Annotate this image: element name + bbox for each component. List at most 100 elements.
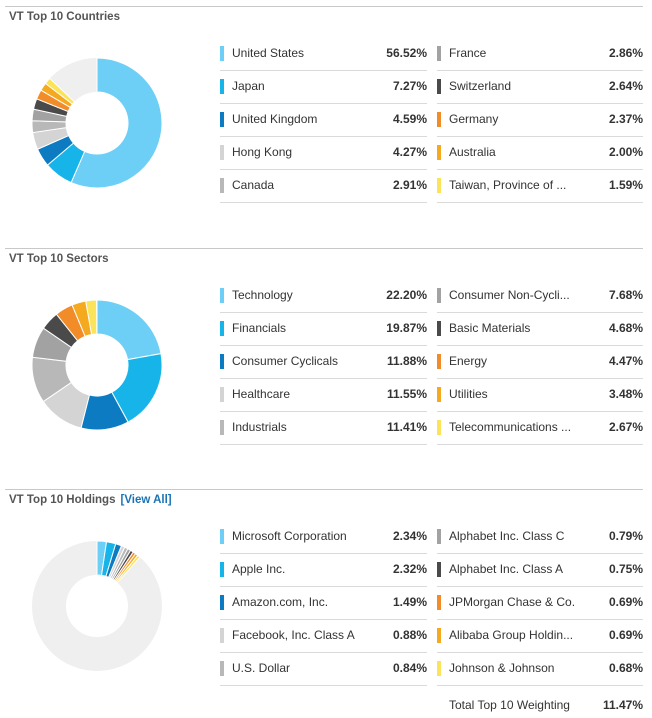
holdings-donut-chart (32, 540, 162, 671)
legend-value: 11.88% (386, 354, 427, 368)
legend-row: JPMorgan Chase & Co. 0.69% (437, 587, 643, 620)
legend-swatch (437, 321, 441, 336)
legend-row: Johnson & Johnson 0.68% (437, 653, 643, 686)
legend-label: Telecommunications ... (449, 420, 572, 434)
legend-swatch (220, 661, 224, 676)
view-all-link[interactable]: [View All] (120, 494, 172, 506)
legend-label: Amazon.com, Inc. (232, 595, 329, 609)
legend-swatch (437, 420, 441, 435)
legend-row: Switzerland 2.64% (437, 71, 643, 104)
countries-header: VT Top 10 Countries (5, 6, 643, 31)
legend-swatch (437, 112, 441, 127)
holdings-legend-left: Microsoft Corporation 2.34% Apple Inc. 2.32… (220, 521, 427, 686)
legend-label: Basic Materials (449, 321, 531, 335)
legend-value: 0.69% (608, 628, 643, 642)
sectors-title: VT Top 10 Sectors (9, 253, 109, 265)
legend-value: 1.49% (392, 595, 427, 609)
legend-value: 0.79% (608, 529, 643, 543)
total-weighting-label: Total Top 10 Weighting (449, 698, 570, 712)
legend-value: 4.68% (608, 321, 643, 335)
countries-title: VT Top 10 Countries (9, 11, 120, 23)
legend-label: Johnson & Johnson (449, 661, 555, 675)
legend-swatch (220, 628, 224, 643)
legend-value: 0.68% (608, 661, 643, 675)
legend-swatch (437, 145, 441, 160)
legend-value: 7.27% (392, 79, 427, 93)
legend-row: Consumer Cyclicals 11.88% (220, 346, 427, 379)
legend-label: Financials (232, 321, 287, 335)
legend-row: Telecommunications ... 2.67% (437, 412, 643, 445)
legend-label: Utilities (449, 387, 488, 401)
legend-row: Facebook, Inc. Class A 0.88% (220, 620, 427, 653)
legend-value: 2.37% (608, 112, 643, 126)
legend-value: 0.69% (608, 595, 643, 609)
legend-label: Alphabet Inc. Class A (449, 562, 564, 576)
legend-row: Japan 7.27% (220, 71, 427, 104)
legend-label: Industrials (232, 420, 287, 434)
holdings-legend-right: Alphabet Inc. Class C 0.79% Alphabet Inc. … (437, 521, 643, 718)
donut-slice (85, 299, 98, 336)
legend-row: Utilities 3.48% (437, 379, 643, 412)
legend-row: Amazon.com, Inc. 1.49% (220, 587, 427, 620)
donut-slice (70, 57, 163, 189)
legend-row: Hong Kong 4.27% (220, 137, 427, 170)
legend-value: 2.91% (392, 178, 427, 192)
holdings-section: VT Top 10 Holdings [View All] Microsoft C… (0, 489, 652, 712)
legend-row: Alphabet Inc. Class A 0.75% (437, 554, 643, 587)
legend-row: Energy 4.47% (437, 346, 643, 379)
legend-value: 4.47% (608, 354, 643, 368)
legend-row: Apple Inc. 2.32% (220, 554, 427, 587)
legend-swatch (220, 46, 224, 61)
legend-row: Basic Materials 4.68% (437, 313, 643, 346)
legend-label: Consumer Non-Cycli... (449, 288, 570, 302)
legend-swatch (437, 529, 441, 544)
donut-slice (115, 554, 141, 584)
sectors-legend-right: Consumer Non-Cycli... 7.68% Basic Material… (437, 280, 643, 445)
legend-value: 4.59% (392, 112, 427, 126)
legend-value: 2.86% (608, 46, 643, 60)
legend-label: Hong Kong (232, 145, 293, 159)
legend-row: United Kingdom 4.59% (220, 104, 427, 137)
legend-swatch (220, 321, 224, 336)
legend-label: Energy (449, 354, 488, 368)
legend-value: 11.41% (386, 420, 427, 434)
legend-value: 2.32% (392, 562, 427, 576)
countries-legend-right: France 2.86% Switzerland 2.64% Germany 2.37% A… (437, 38, 643, 203)
legend-label: Alphabet Inc. Class C (449, 529, 565, 543)
legend-row: Consumer Non-Cycli... 7.68% (437, 280, 643, 313)
legend-swatch (437, 288, 441, 303)
legend-swatch (220, 529, 224, 544)
legend-swatch (220, 145, 224, 160)
legend-label: U.S. Dollar (232, 661, 291, 675)
legend-row: Canada 2.91% (220, 170, 427, 203)
holdings-header: VT Top 10 Holdings [View All] (5, 489, 643, 514)
legend-label: Japan (232, 79, 265, 93)
legend-value: 56.52% (386, 46, 427, 60)
legend-swatch (220, 112, 224, 127)
legend-value: 22.20% (386, 288, 427, 302)
legend-label: Alibaba Group Holdin... (449, 628, 574, 642)
legend-row: Microsoft Corporation 2.34% (220, 521, 427, 554)
legend-swatch (220, 79, 224, 94)
legend-row: Healthcare 11.55% (220, 379, 427, 412)
legend-label: Microsoft Corporation (232, 529, 347, 543)
legend-label: Australia (449, 145, 496, 159)
legend-swatch (437, 387, 441, 402)
legend-label: Canada (232, 178, 275, 192)
legend-swatch (437, 661, 441, 676)
legend-value: 2.64% (608, 79, 643, 93)
countries-donut-chart (31, 57, 163, 189)
legend-swatch (220, 595, 224, 610)
legend-label: France (449, 46, 487, 60)
legend-label: Technology (232, 288, 293, 302)
legend-row: Taiwan, Province of ... 1.59% (437, 170, 643, 203)
donut-slice (96, 299, 162, 361)
legend-label: United States (232, 46, 305, 60)
legend-value: 0.75% (608, 562, 643, 576)
holdings-title: VT Top 10 Holdings [View All] (9, 494, 172, 506)
legend-value: 2.00% (608, 145, 643, 159)
legend-swatch (220, 420, 224, 435)
legend-value: 0.88% (392, 628, 427, 642)
total-weighting-value: 11.47% (602, 698, 643, 712)
legend-label: Apple Inc. (232, 562, 286, 576)
